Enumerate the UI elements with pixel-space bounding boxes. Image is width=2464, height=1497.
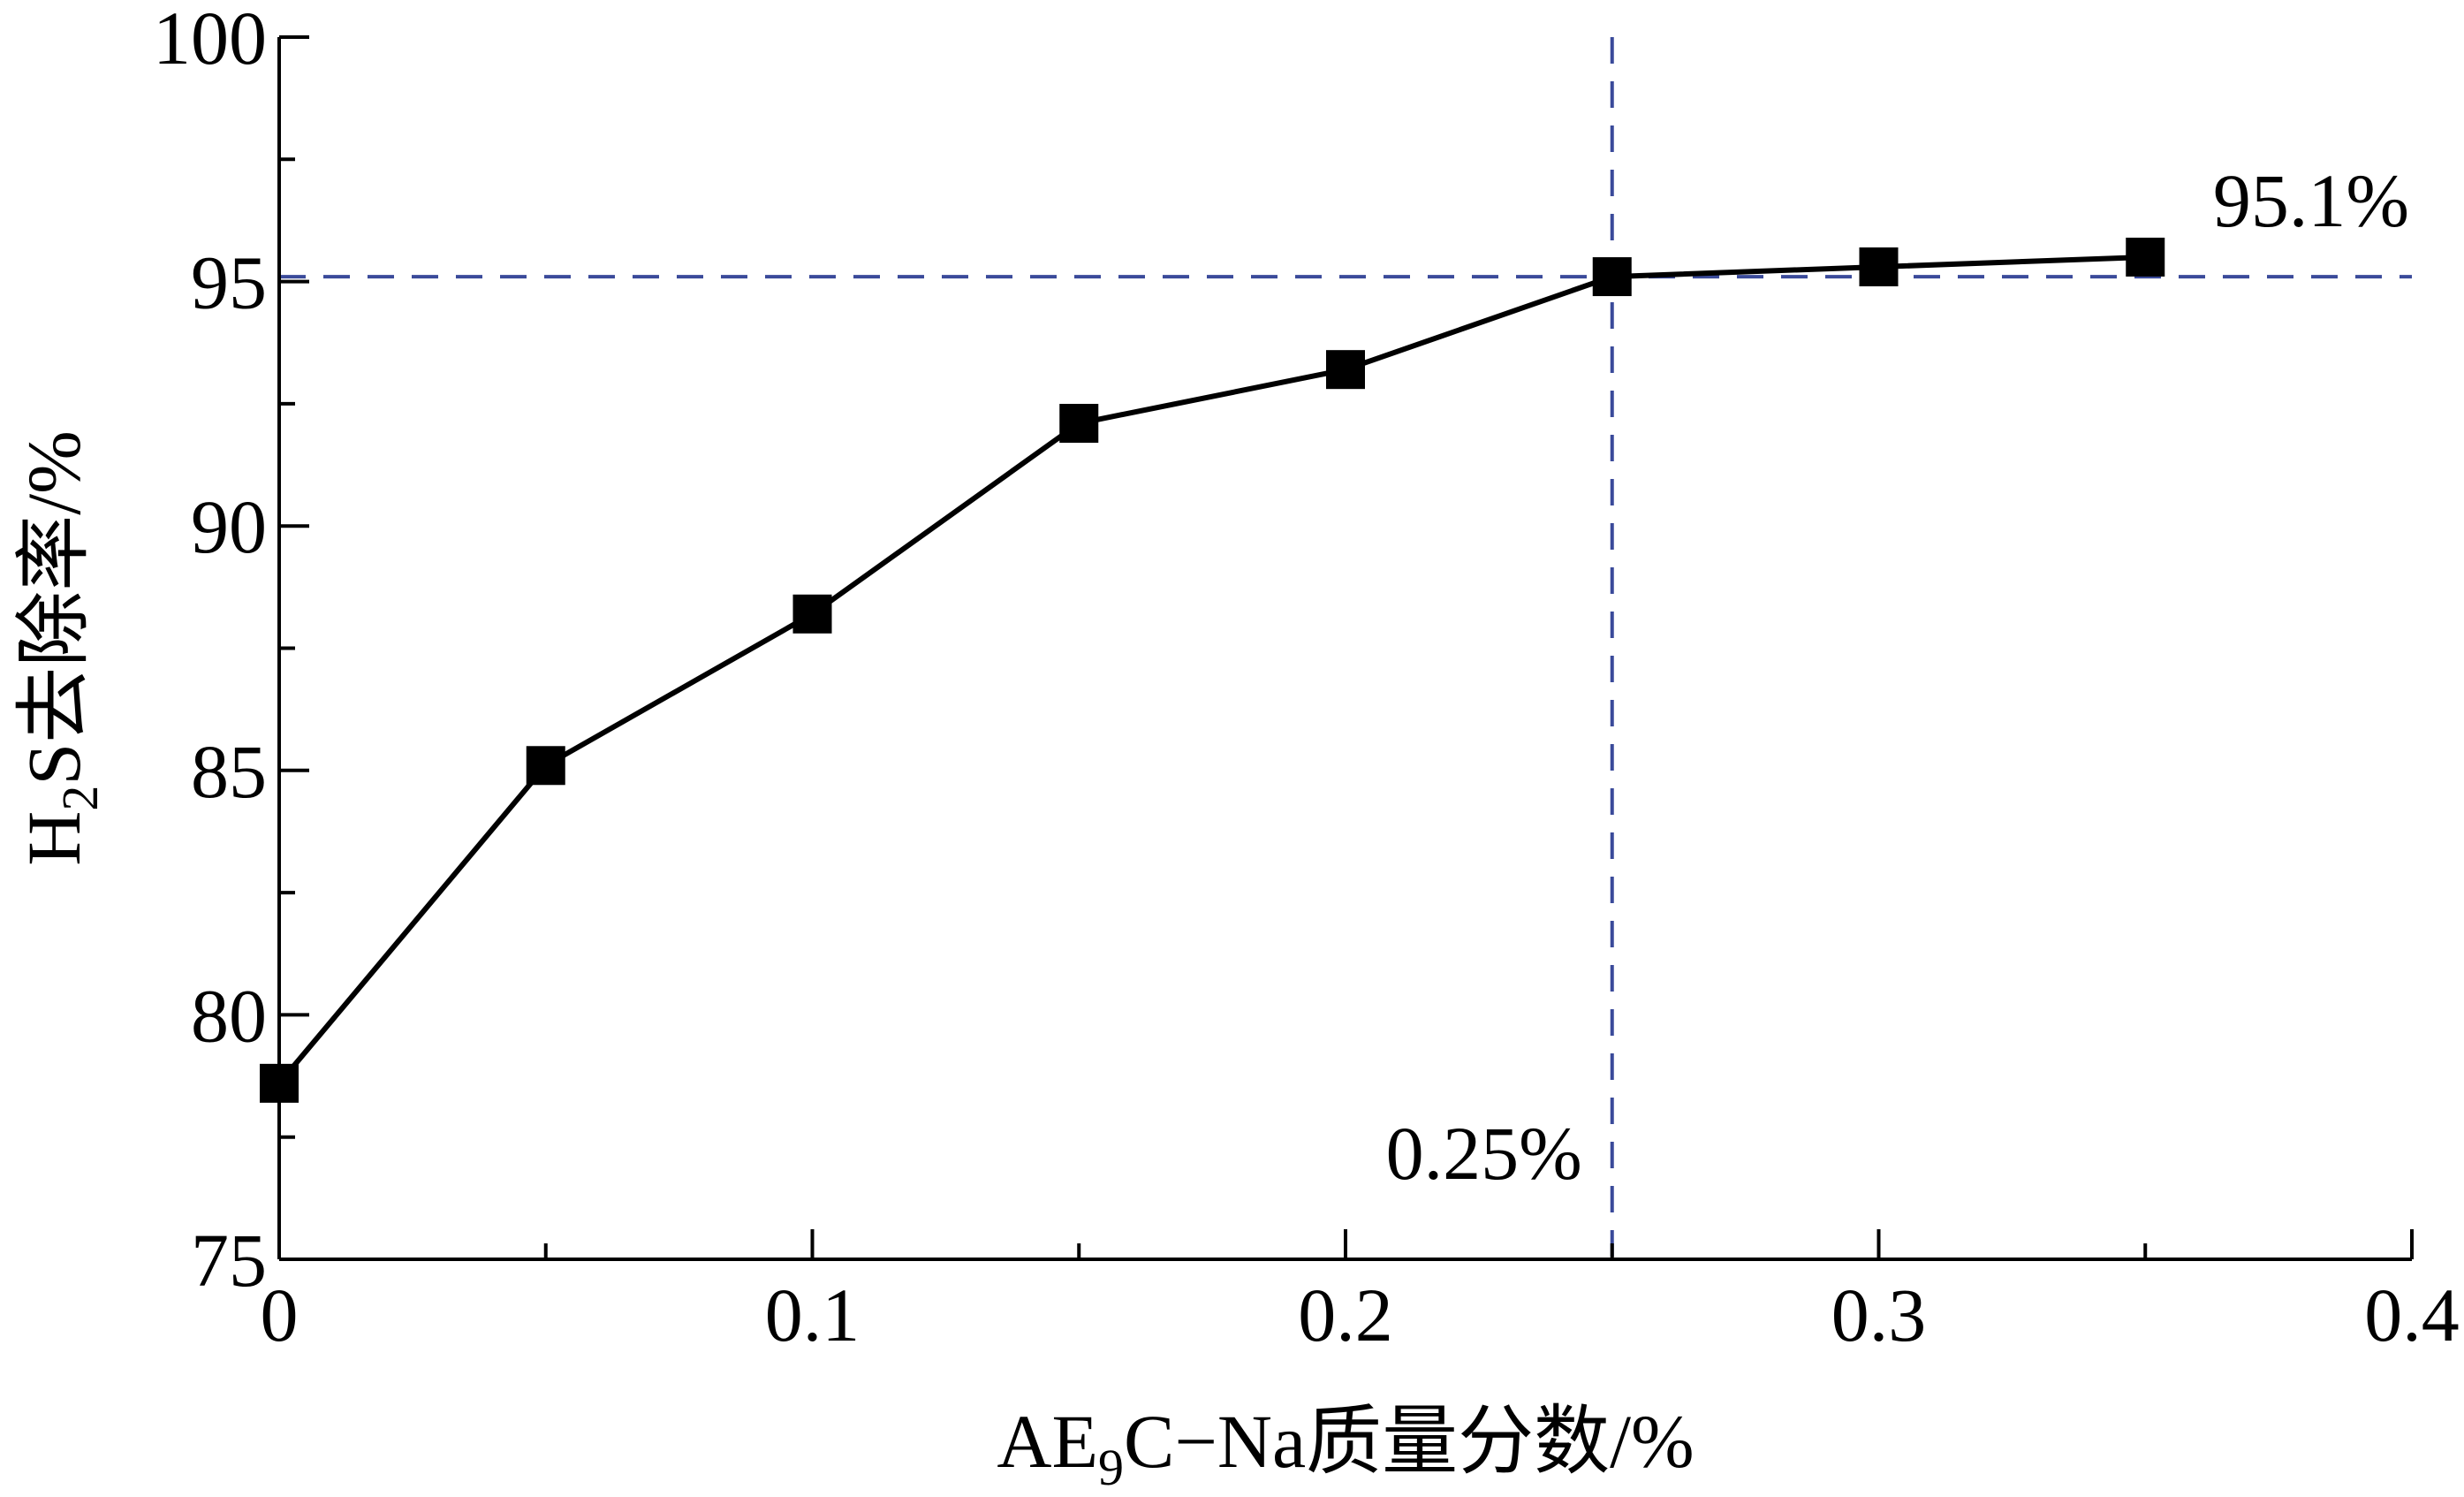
- x-tick-label-4: 0.4: [2364, 1273, 2460, 1357]
- y-axis-label: H2S去除率/%: [11, 430, 109, 865]
- y-tick-label-4: 95: [191, 240, 267, 325]
- x-axis-label-subscript: 9: [1098, 1439, 1124, 1496]
- tick-labels: 75 80 85 90 95 100 0 0.1 0.2 0.3 0.4: [153, 0, 2460, 1357]
- reference-lines: [279, 37, 2412, 1259]
- y-axis-label-subscript: 2: [51, 786, 109, 811]
- data-point-3: [1059, 404, 1099, 444]
- x-tick-label-1: 0.1: [765, 1273, 861, 1357]
- y-tick-label-1: 80: [191, 973, 267, 1058]
- y-tick-label-2: 85: [191, 729, 267, 814]
- annotation-vertical-line: 0.25%: [1386, 1111, 1582, 1196]
- x-tick-label-2: 0.2: [1298, 1273, 1393, 1357]
- axes: [277, 35, 2414, 1261]
- data-point-7: [2126, 237, 2165, 277]
- y-tick-label-3: 90: [191, 484, 267, 569]
- x-tick-label-3: 0.3: [1831, 1273, 1927, 1357]
- x-axis-label-suffix: C−Na质量分数/%: [1124, 1399, 1694, 1484]
- data-point-4: [1326, 350, 1365, 390]
- data-series: [260, 237, 2165, 1103]
- data-point-2: [792, 594, 832, 634]
- y-tick-label-5: 100: [153, 0, 267, 80]
- y-tick-label-0: 75: [191, 1218, 267, 1303]
- data-point-1: [526, 746, 565, 786]
- series-line-0: [277, 254, 2146, 1085]
- x-axis-label-prefix: AE: [997, 1399, 1098, 1484]
- y-axis-label-prefix: H: [11, 811, 96, 866]
- data-point-0: [260, 1063, 299, 1103]
- x-tick-label-0: 0: [261, 1273, 299, 1357]
- x-axis-label: AE9C−Na质量分数/%: [997, 1399, 1694, 1496]
- data-point-5: [1592, 257, 1632, 297]
- y-axis-label-suffix: S去除率/%: [11, 430, 96, 785]
- data-point-6: [1859, 247, 1899, 287]
- annotation-horizontal-line: 95.1%: [2213, 158, 2409, 243]
